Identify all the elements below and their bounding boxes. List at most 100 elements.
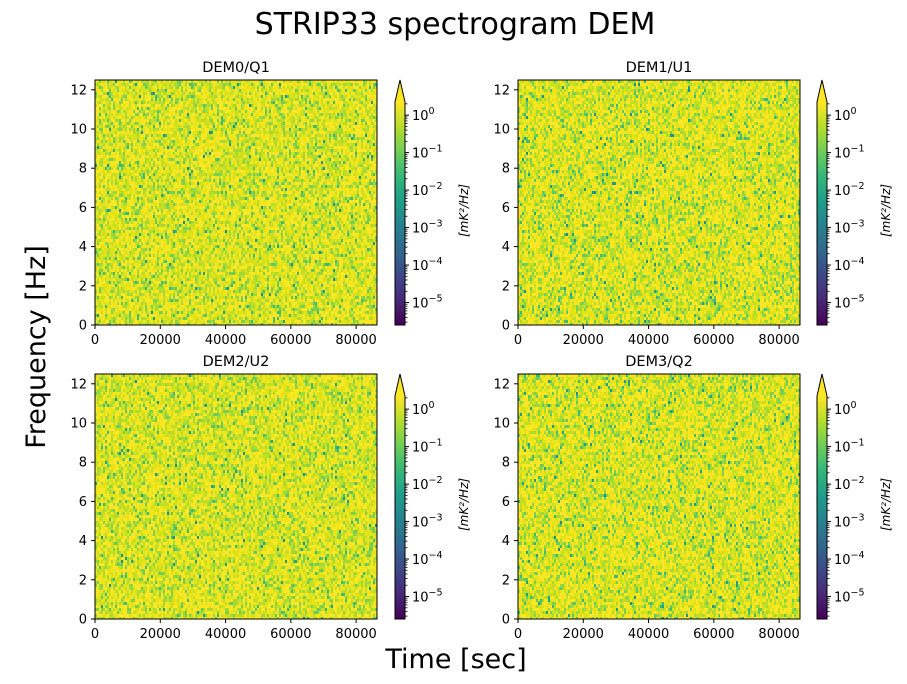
- heatmap-cell: [373, 89, 375, 94]
- heatmap-cell: [221, 83, 223, 86]
- heatmap-cell: [97, 89, 99, 93]
- heatmap-cell: [121, 167, 123, 172]
- heatmap-cell: [151, 95, 153, 100]
- heatmap-cell: [241, 83, 243, 88]
- heatmap-cell: [163, 128, 165, 132]
- heatmap-cell: [141, 164, 143, 168]
- heatmap-cell: [245, 149, 247, 153]
- heatmap-cell: [155, 176, 157, 180]
- heatmap-cell: [321, 143, 323, 148]
- heatmap-cell: [181, 92, 183, 96]
- heatmap-cell: [303, 110, 305, 113]
- heatmap-cell: [199, 176, 201, 179]
- heatmap-cell: [285, 140, 287, 144]
- heatmap-cell: [289, 149, 291, 154]
- heatmap-cell: [321, 149, 323, 153]
- heatmap-cell: [287, 95, 289, 99]
- heatmap-cell: [185, 176, 187, 180]
- heatmap-cell: [193, 107, 195, 111]
- heatmap-cell: [329, 161, 331, 166]
- heatmap-cell: [303, 164, 305, 167]
- heatmap-cell: [135, 149, 137, 152]
- heatmap-cell: [319, 128, 321, 133]
- heatmap-cell: [349, 116, 351, 119]
- heatmap-cell: [237, 104, 239, 108]
- heatmap-cell: [307, 116, 309, 121]
- heatmap-cell: [161, 152, 163, 157]
- heatmap-cell: [199, 95, 201, 99]
- heatmap-cell: [271, 143, 273, 146]
- heatmap-cell: [351, 155, 353, 158]
- heatmap-cell: [155, 137, 157, 142]
- heatmap-cell: [113, 176, 115, 179]
- heatmap-cell: [187, 173, 189, 176]
- heatmap-cell: [105, 98, 107, 101]
- heatmap-cell: [295, 125, 297, 129]
- heatmap-cell: [271, 182, 273, 187]
- heatmap-cell: [237, 101, 239, 104]
- heatmap-cell: [349, 104, 351, 108]
- heatmap-cell: [153, 179, 155, 182]
- heatmap-cell: [205, 164, 207, 169]
- heatmap-cell: [229, 170, 231, 174]
- heatmap-cell: [311, 152, 313, 155]
- heatmap-cell: [125, 101, 127, 105]
- heatmap-cell: [103, 167, 105, 170]
- heatmap-cell: [211, 155, 213, 159]
- heatmap-cell: [97, 107, 99, 110]
- heatmap-cell: [159, 86, 161, 91]
- heatmap-cell: [145, 176, 147, 181]
- heatmap-cell: [319, 146, 321, 151]
- heatmap-cell: [261, 146, 263, 150]
- heatmap-cell: [311, 161, 313, 166]
- heatmap-cell: [197, 98, 199, 101]
- heatmap-cell: [125, 140, 127, 143]
- heatmap-cell: [343, 149, 345, 153]
- heatmap-cell: [161, 146, 163, 150]
- heatmap-cell: [143, 185, 145, 190]
- heatmap-cell: [343, 122, 345, 127]
- heatmap-cell: [309, 155, 311, 159]
- heatmap-cell: [247, 161, 249, 165]
- heatmap-cell: [351, 113, 353, 118]
- heatmap-cell: [367, 179, 369, 182]
- heatmap-cell: [151, 158, 153, 163]
- heatmap-cell: [105, 155, 107, 160]
- heatmap-cell: [131, 185, 133, 188]
- heatmap-cell: [163, 107, 165, 111]
- heatmap-cell: [295, 161, 297, 165]
- heatmap-cell: [325, 134, 327, 138]
- heatmap-cell: [155, 98, 157, 102]
- heatmap-cell: [351, 86, 353, 89]
- heatmap-cell: [363, 122, 365, 127]
- heatmap-cell: [195, 134, 197, 138]
- heatmap-cell: [123, 95, 125, 100]
- heatmap-cell: [359, 137, 361, 140]
- heatmap-cell: [125, 80, 127, 84]
- heatmap-cell: [375, 161, 377, 164]
- heatmap-cell: [165, 92, 167, 95]
- heatmap-cell: [365, 95, 367, 99]
- heatmap-cell: [357, 149, 359, 153]
- heatmap-cell: [293, 140, 295, 143]
- heatmap-cell: [173, 113, 175, 118]
- heatmap-cell: [255, 101, 257, 104]
- heatmap-cell: [201, 95, 203, 98]
- heatmap-cell: [217, 140, 219, 144]
- heatmap-cell: [175, 128, 177, 133]
- heatmap-cell: [363, 95, 365, 98]
- heatmap-cell: [129, 161, 131, 165]
- heatmap-cell: [219, 152, 221, 156]
- heatmap-cell: [223, 92, 225, 96]
- heatmap-cell: [175, 92, 177, 96]
- heatmap-cell: [165, 158, 167, 163]
- heatmap-cell: [113, 101, 115, 106]
- heatmap-cell: [161, 104, 163, 109]
- heatmap-cell: [367, 107, 369, 110]
- heatmap-cell: [183, 182, 185, 185]
- heatmap-cell: [235, 152, 237, 157]
- heatmap-cell: [279, 134, 281, 139]
- heatmap-cell: [105, 116, 107, 119]
- heatmap-cell: [303, 137, 305, 142]
- heatmap-cell: [223, 134, 225, 139]
